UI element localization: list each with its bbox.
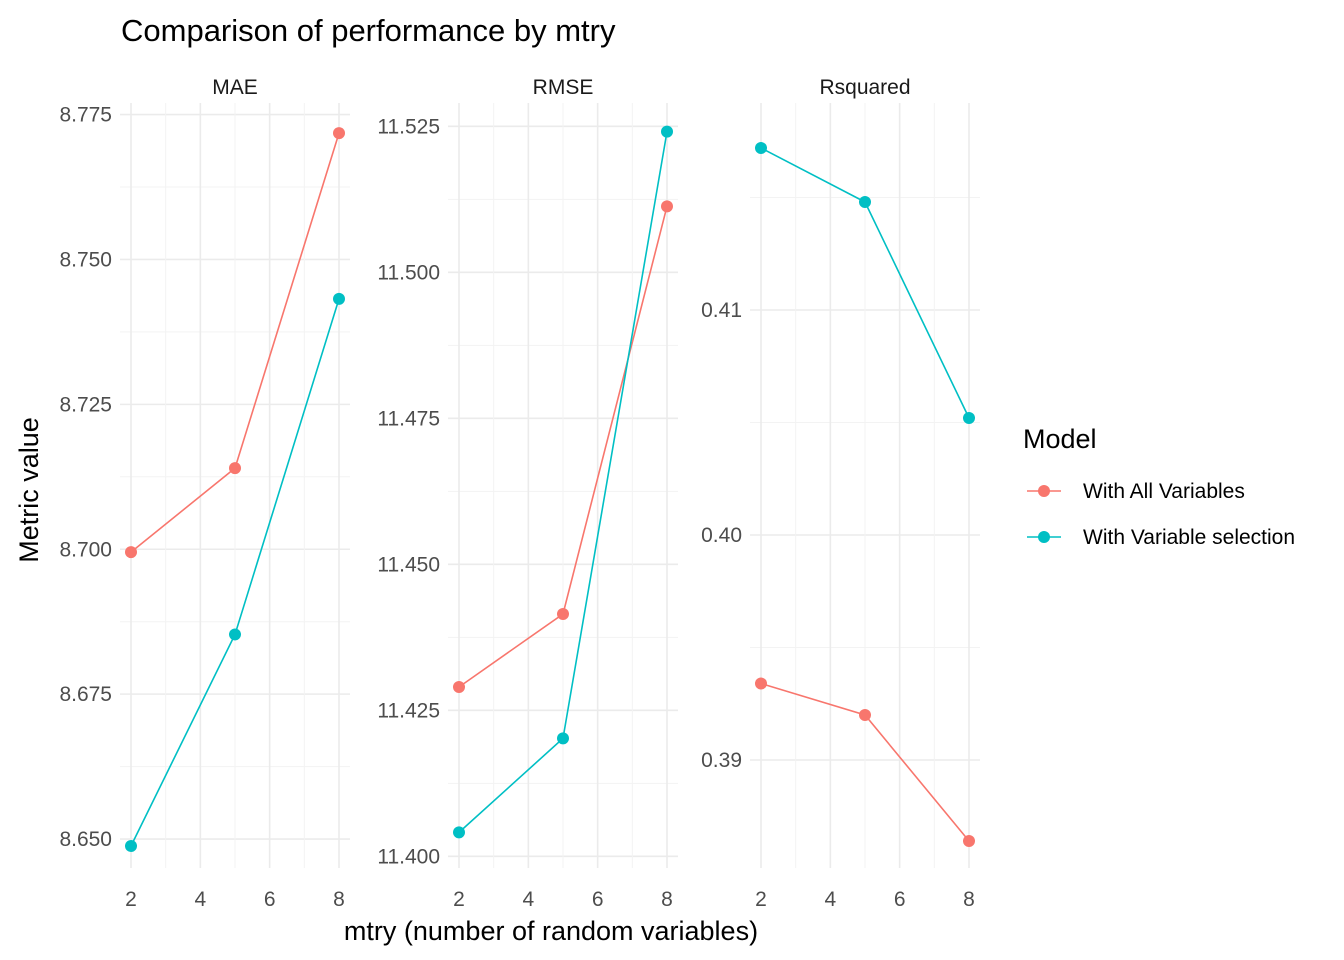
y-tick-label: 0.40 — [701, 524, 742, 547]
legend-label: With All Variables — [1083, 480, 1245, 503]
data-point-with-all-variables — [453, 680, 465, 693]
x-axis-title: mtry (number of random variables) — [344, 916, 758, 946]
panel-mae: MAE 8.650 8.675 8.700 8.725 8.750 8.775 2 4 6 8 — [59, 76, 350, 911]
legend: Model With All Variables With Variable se… — [1023, 424, 1295, 549]
y-tick-label: 11.425 — [377, 699, 440, 722]
x-tick-label: 4 — [824, 888, 836, 911]
data-point-with-variable-selection — [963, 412, 975, 424]
legend-entries: With All Variables With Variable selectio… — [1027, 480, 1295, 549]
data-point-with-variable-selection — [661, 125, 673, 138]
y-tick-label: 11.475 — [377, 407, 440, 430]
y-axis-title: Metric value — [14, 417, 44, 563]
x-tick-label: 8 — [333, 888, 345, 911]
y-tick-label: 11.450 — [377, 553, 440, 576]
chart-title: Comparison of performance by mtry — [121, 13, 616, 48]
x-tick-label: 2 — [125, 888, 137, 911]
y-tick-label: 8.775 — [59, 104, 112, 127]
data-point-with-variable-selection — [755, 142, 767, 154]
data-point-with-all-variables — [661, 200, 673, 213]
y-tick-label: 8.650 — [59, 828, 112, 851]
data-point-with-all-variables — [755, 677, 767, 690]
data-point-with-all-variables — [333, 127, 345, 140]
y-tick-label: 0.41 — [701, 299, 742, 322]
y-tick-label: 11.500 — [377, 261, 440, 284]
data-point-with-variable-selection — [125, 839, 137, 852]
data-point-with-variable-selection — [557, 732, 569, 745]
data-point-with-variable-selection — [333, 292, 345, 305]
data-point-with-all-variables — [963, 835, 975, 847]
y-tick-label: 8.725 — [59, 393, 112, 416]
x-tick-label: 6 — [894, 888, 906, 911]
data-point-with-variable-selection — [229, 628, 241, 641]
y-tick-label: 8.700 — [59, 538, 112, 561]
facet-strip-label: RMSE — [533, 76, 594, 99]
x-tick-label: 4 — [194, 888, 206, 911]
x-tick-label: 6 — [264, 888, 276, 911]
x-tick-label: 2 — [755, 888, 767, 911]
panel-rsquared: Rsquared 0.39 0.40 0.41 2 4 6 8 — [701, 76, 980, 911]
y-tick-label: 11.400 — [377, 845, 440, 868]
legend-title: Model — [1023, 424, 1097, 454]
legend-label: With Variable selection — [1083, 526, 1295, 549]
facet-strip-label: Rsquared — [819, 76, 910, 99]
y-tick-label: 8.675 — [59, 683, 112, 706]
data-point-with-all-variables — [859, 709, 871, 721]
data-point-with-all-variables — [125, 546, 137, 559]
data-point-with-all-variables — [229, 462, 241, 475]
x-tick-label: 2 — [453, 888, 465, 911]
data-point-with-all-variables — [557, 607, 569, 620]
facet-strip-label: MAE — [212, 76, 258, 99]
x-tick-label: 8 — [963, 888, 975, 911]
panel-rmse: RMSE 11.400 11.425 11.450 11.475 11.500 11.525… — [377, 76, 678, 911]
legend-key-point — [1038, 531, 1050, 543]
y-tick-label: 8.750 — [59, 248, 112, 271]
data-point-with-variable-selection — [859, 196, 871, 208]
y-tick-label: 11.525 — [377, 115, 440, 138]
y-tick-label: 0.39 — [701, 749, 742, 772]
x-tick-label: 4 — [522, 888, 534, 911]
legend-key-point — [1038, 485, 1050, 497]
x-tick-label: 6 — [592, 888, 604, 911]
data-point-with-variable-selection — [453, 826, 465, 839]
x-tick-label: 8 — [661, 888, 673, 911]
